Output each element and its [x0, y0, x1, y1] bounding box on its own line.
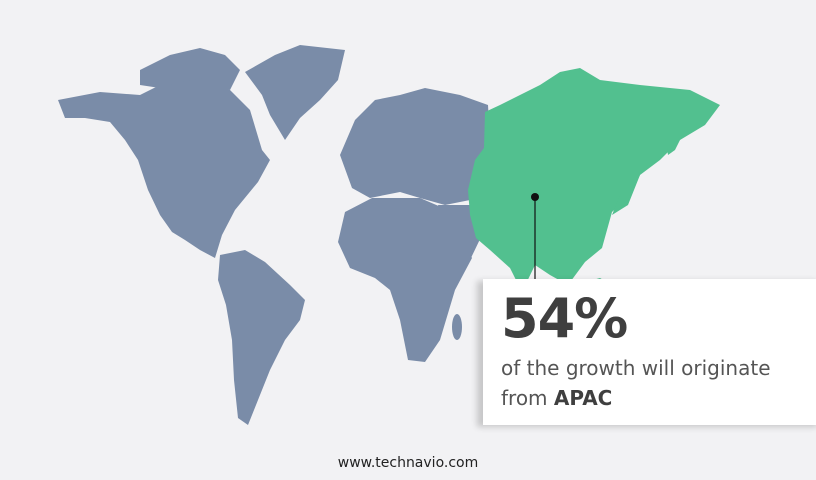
stat-value: 54%: [501, 287, 628, 350]
north-america: [58, 70, 270, 258]
kamchatka: [665, 120, 690, 155]
stat-prefix: from: [501, 386, 548, 410]
europe: [340, 88, 490, 205]
south-america: [218, 250, 305, 425]
footer-url: www.technavio.com: [337, 455, 479, 471]
stat-card: 54% of the growth will originate from AP…: [483, 279, 816, 425]
callout-dot: [531, 193, 539, 201]
africa: [338, 198, 472, 362]
arctic-islands: [140, 48, 240, 90]
stat-text: of the growth will originate: [501, 356, 771, 380]
stat-region: APAC: [553, 386, 613, 410]
japan: [612, 165, 640, 215]
stat-description: of the growth will originate from APAC: [501, 353, 771, 413]
apac-region: [468, 68, 720, 292]
madagascar: [452, 314, 462, 340]
greenland: [245, 45, 345, 140]
